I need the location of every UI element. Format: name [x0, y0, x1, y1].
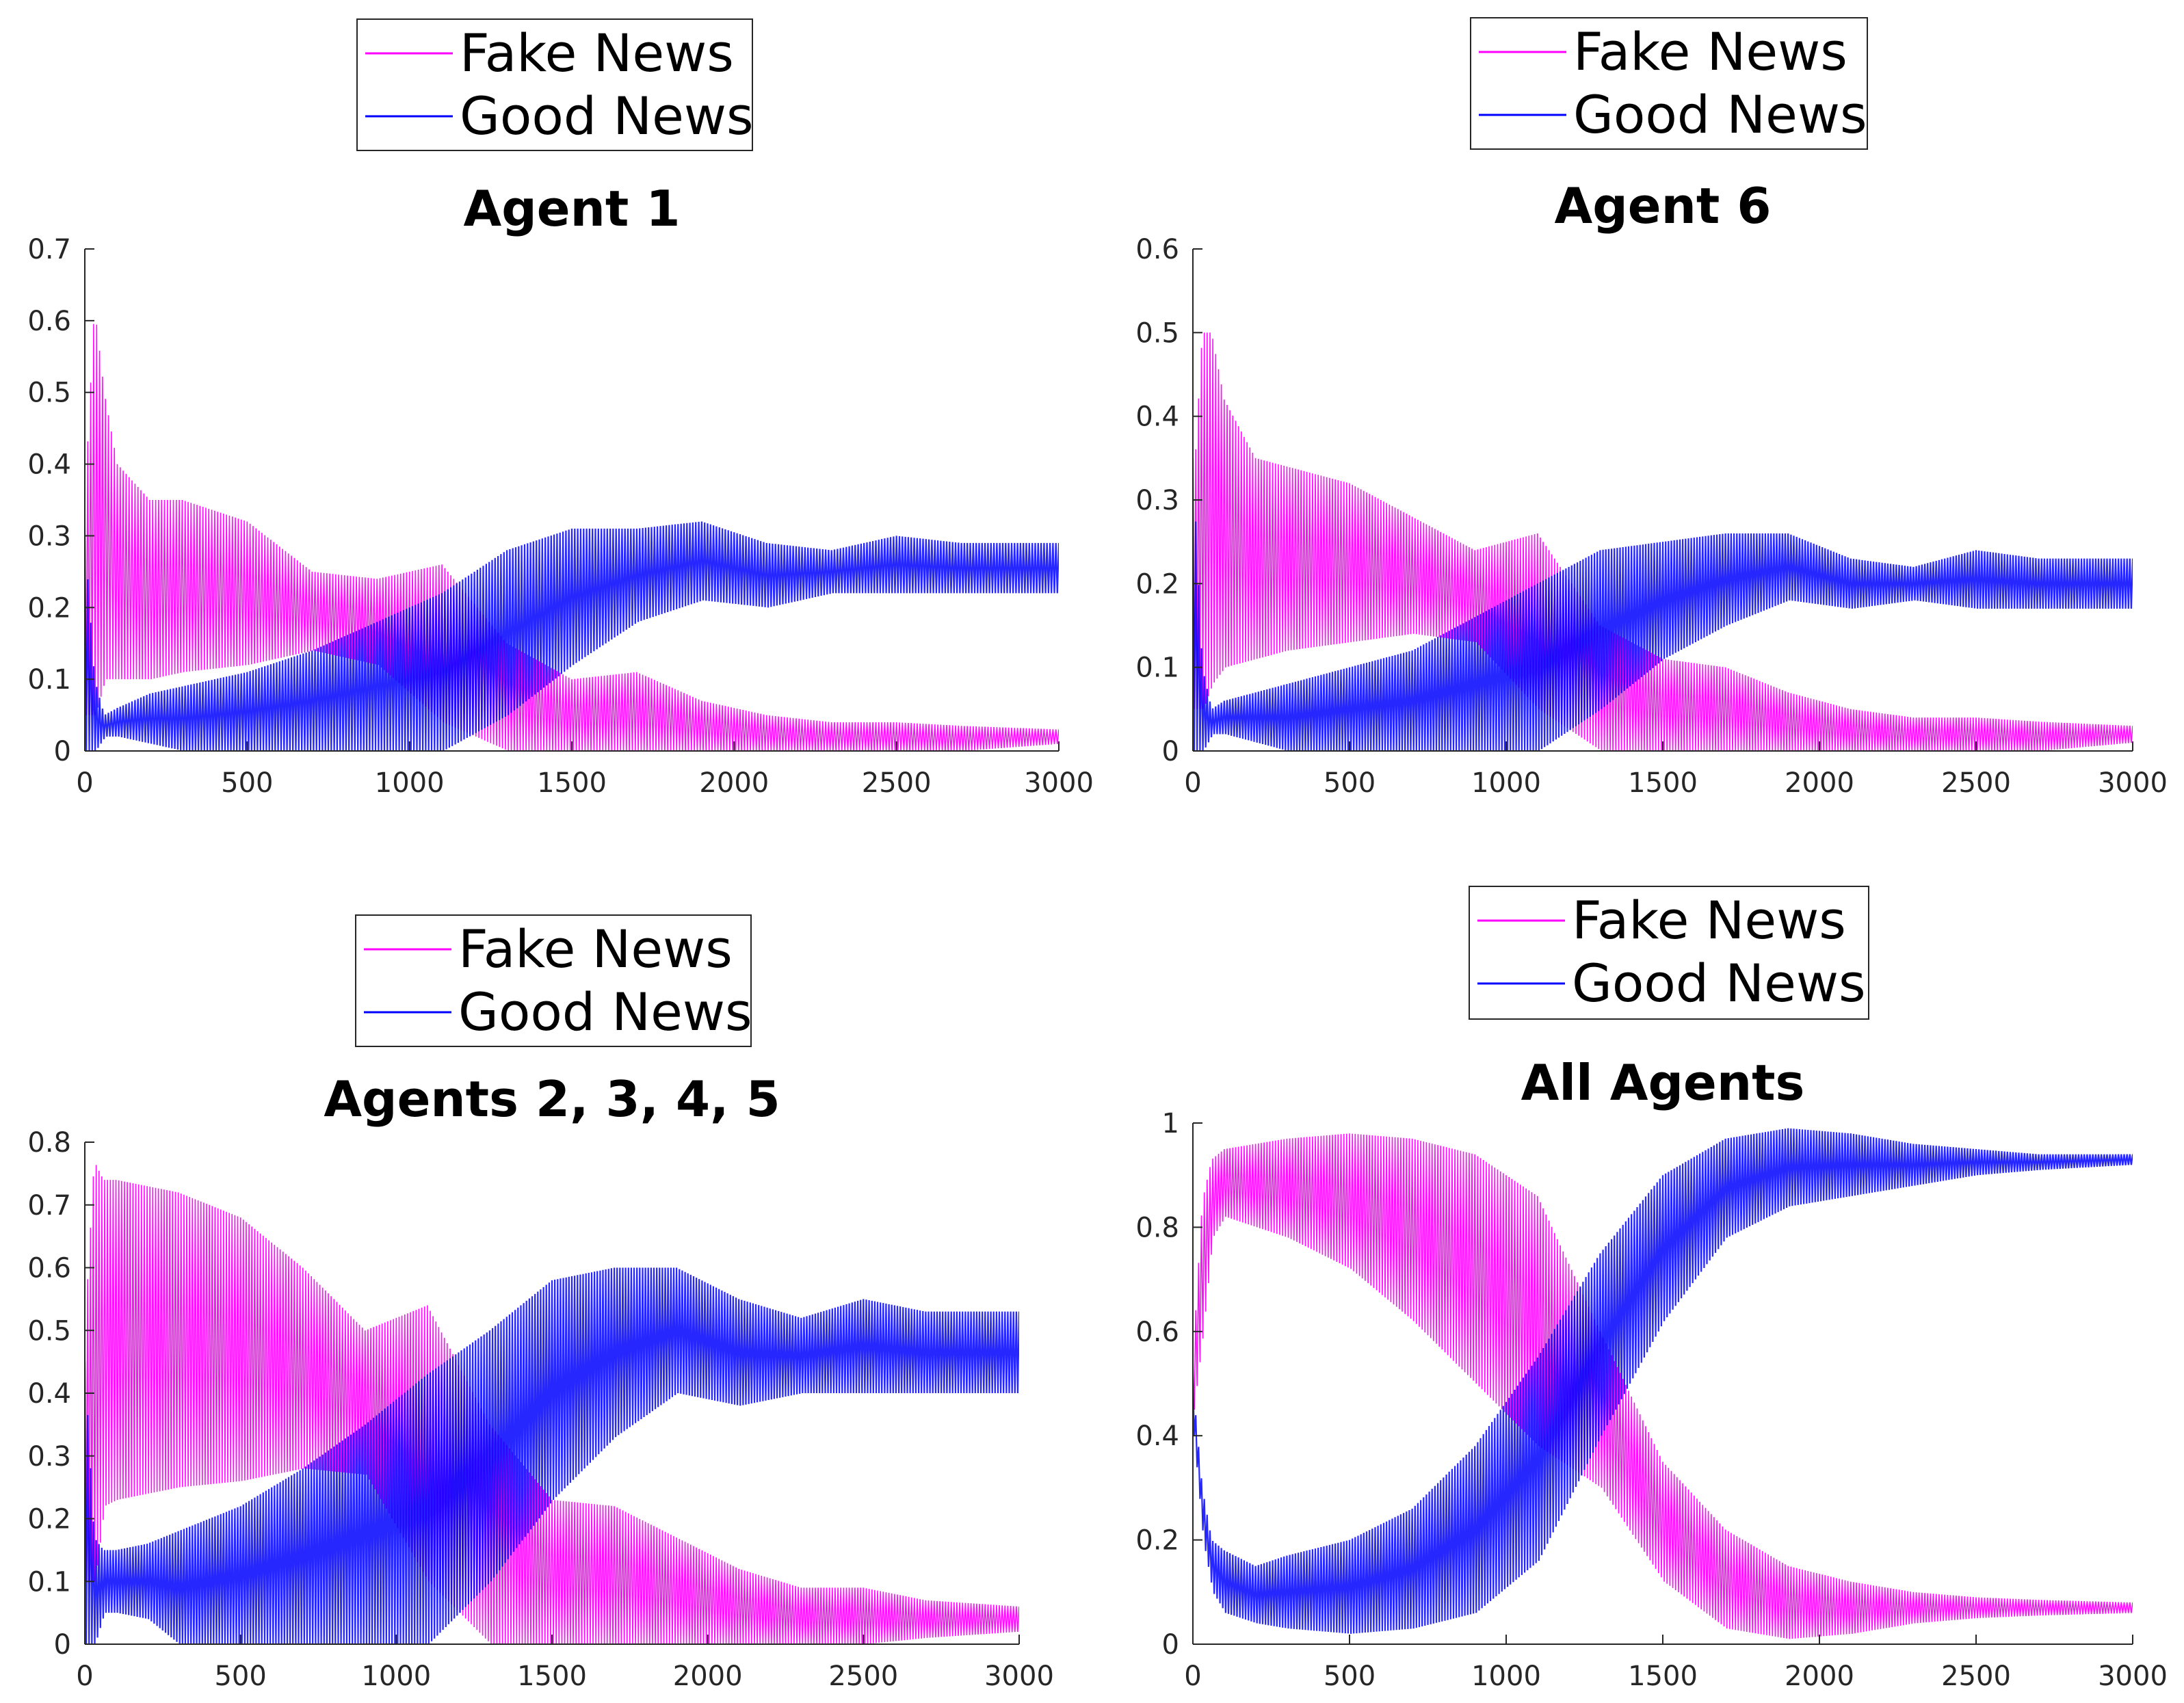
legend-label-good-news: Good News: [460, 85, 754, 146]
x-tick-label: 2000: [1785, 767, 1854, 799]
y-tick-label: 0.1: [1135, 652, 1179, 684]
x-tick-label: 2500: [862, 767, 932, 799]
x-tick-label: 2500: [828, 1661, 898, 1692]
x-tick-label: 2000: [673, 1661, 743, 1692]
legend-box: [356, 18, 753, 151]
series-line-fake-news: [85, 1165, 1019, 1644]
legend-label-fake-news: Fake News: [1572, 890, 1846, 951]
x-tick-label: 2000: [1785, 1661, 1854, 1692]
y-tick-label: 0.6: [1135, 234, 1179, 265]
x-tick-label: 1000: [361, 1661, 431, 1692]
y-tick-label: 0.4: [27, 449, 71, 481]
chart-title: Agent 6: [1555, 177, 1772, 235]
chart-title: All Agents: [1521, 1054, 1805, 1111]
legend-label-fake-news: Fake News: [460, 23, 734, 83]
x-tick-label: 0: [1184, 767, 1201, 799]
x-tick-label: 1500: [517, 1661, 587, 1692]
x-tick-label: 2500: [1941, 767, 2011, 799]
y-tick-label: 1: [1162, 1108, 1179, 1139]
chart-panel-2: 0 500 1000 1500 2000 2500 3000 0 0.1 0.2 0.3 0.4 0.5…: [1135, 17, 2168, 799]
y-tick-label: 0.2: [1135, 1525, 1179, 1557]
x-tick-label: 3000: [984, 1661, 1054, 1692]
legend-box: [355, 914, 752, 1047]
y-tick-label: 0.4: [1135, 401, 1179, 433]
x-tick-label: 500: [221, 767, 273, 799]
y-tick-label: 0.6: [1135, 1317, 1179, 1348]
x-tick-label: 2500: [1941, 1661, 2011, 1692]
chart-title: Agent 1: [464, 180, 681, 237]
x-tick-label: 1500: [537, 767, 607, 799]
series-line-fake-news: [1193, 332, 2133, 751]
series-line-fake-news: [85, 324, 1059, 751]
legend-box: [1469, 886, 1869, 1020]
x-tick-label: 0: [76, 767, 93, 799]
y-tick-label: 0.8: [27, 1127, 71, 1159]
y-tick-label: 0: [1162, 736, 1179, 767]
y-tick-label: 0.2: [27, 1504, 71, 1535]
series-line-good-news: [85, 1267, 1019, 1644]
x-tick-label: 3000: [2098, 1661, 2168, 1692]
y-tick-label: 0.8: [1135, 1212, 1179, 1243]
y-tick-label: 0.5: [27, 378, 71, 409]
x-tick-label: 1500: [1628, 767, 1698, 799]
x-tick-label: 2000: [699, 767, 769, 799]
x-tick-label: 3000: [2098, 767, 2168, 799]
y-tick-label: 0.3: [27, 1441, 71, 1473]
x-tick-label: 3000: [1024, 767, 1094, 799]
x-tick-label: 0: [76, 1661, 93, 1692]
legend-label-fake-news: Fake News: [458, 919, 733, 979]
y-tick-label: 0.1: [27, 664, 71, 696]
y-tick-label: 0.5: [1135, 317, 1179, 349]
x-tick-label: 0: [1184, 1661, 1201, 1692]
x-tick-label: 1000: [1471, 767, 1541, 799]
y-tick-label: 0.2: [27, 592, 71, 624]
series-line-good-news: [85, 521, 1059, 751]
y-tick-label: 0.6: [27, 306, 71, 337]
legend-label-fake-news: Fake News: [1573, 21, 1847, 82]
legend-label-good-news: Good News: [1573, 84, 1867, 145]
x-tick-label: 1000: [375, 767, 445, 799]
y-tick-label: 0.5: [27, 1315, 71, 1347]
chart-title: Agents 2, 3, 4, 5: [324, 1070, 780, 1128]
x-tick-label: 500: [214, 1661, 266, 1692]
y-tick-label: 0.2: [1135, 568, 1179, 600]
legend-label-good-news: Good News: [1572, 953, 1866, 1014]
y-tick-label: 0.3: [1135, 485, 1179, 516]
y-tick-label: 0.4: [27, 1378, 71, 1410]
y-tick-label: 0: [54, 1629, 71, 1661]
series-line-fake-news: [1193, 1133, 2133, 1639]
x-tick-label: 500: [1324, 767, 1376, 799]
y-tick-label: 0.4: [1135, 1421, 1179, 1452]
x-tick-label: 1500: [1628, 1661, 1698, 1692]
y-tick-label: 0.7: [27, 234, 71, 265]
chart-panel-4: 0 500 1000 1500 2000 2500 3000 0 0.2 0.4 0.6 0.8 1 Al…: [1135, 886, 2168, 1692]
chart-panel-3: 0 500 1000 1500 2000 2500 3000 0 0.1 0.2 0.3 0.4 0.5…: [27, 914, 1054, 1692]
x-tick-label: 500: [1324, 1661, 1376, 1692]
y-tick-label: 0.7: [27, 1190, 71, 1222]
y-tick-label: 0: [54, 736, 71, 767]
legend-label-good-news: Good News: [458, 981, 752, 1042]
legend-box: [1470, 17, 1868, 150]
series-line-good-news: [1193, 1128, 2133, 1634]
series-line-good-news: [1193, 458, 2133, 751]
x-tick-label: 1000: [1471, 1661, 1541, 1692]
y-tick-label: 0.1: [27, 1566, 71, 1598]
y-tick-label: 0.6: [27, 1253, 71, 1284]
chart-panel-1: 0 500 1000 1500 2000 2500 3000 0 0.1 0.2 0.3 0.4 0.5…: [27, 18, 1094, 799]
y-tick-label: 0.3: [27, 520, 71, 552]
y-tick-label: 0: [1162, 1629, 1179, 1661]
